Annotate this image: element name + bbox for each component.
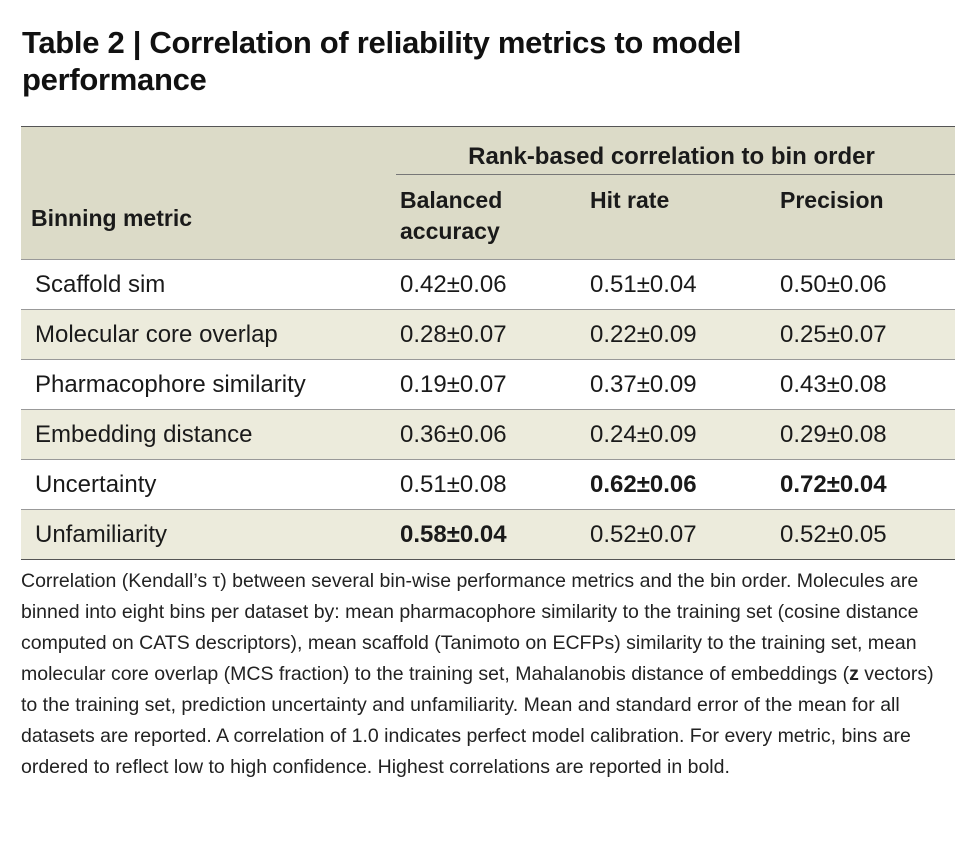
metric-header-spacer <box>21 127 388 178</box>
row-value-cell: 0.58±0.04 <box>388 509 578 560</box>
correlation-table: Rank-based correlation to bin order Binn… <box>21 126 955 560</box>
column-header-row: Binning metric Balanced accuracy Hit rat… <box>21 177 955 260</box>
table-row: Uncertainty 0.51±0.08 0.62±0.06 0.72±0.04 <box>21 459 955 510</box>
column-header-balanced-accuracy: Balanced accuracy <box>400 187 503 244</box>
row-value-cell: 0.19±0.07 <box>388 359 578 410</box>
row-value-cell: 0.62±0.06 <box>578 459 768 510</box>
group-header-rule <box>396 174 955 175</box>
row-value-cell: 0.42±0.06 <box>388 259 578 310</box>
table-body: Scaffold sim 0.42±0.06 0.51±0.04 0.50±0.06 M… <box>21 259 955 560</box>
row-value-cell: 0.29±0.08 <box>768 409 955 460</box>
row-metric-name: Unfamiliarity <box>21 509 388 560</box>
group-header-label: Rank-based correlation to bin order <box>468 143 875 170</box>
table-row: Scaffold sim 0.42±0.06 0.51±0.04 0.50±0.06 <box>21 259 955 310</box>
table-row: Pharmacophore similarity 0.19±0.07 0.37±0.… <box>21 359 955 410</box>
row-value-cell: 0.51±0.08 <box>388 459 578 510</box>
group-header-row: Rank-based correlation to bin order <box>21 126 955 178</box>
row-metric-name: Embedding distance <box>21 409 388 460</box>
table-row: Molecular core overlap 0.28±0.07 0.22±0.09… <box>21 309 955 360</box>
row-value-cell: 0.51±0.04 <box>578 259 768 310</box>
metric-header: Binning metric <box>31 204 193 231</box>
row-value-cell: 0.25±0.07 <box>768 309 955 360</box>
table-row: Embedding distance 0.36±0.06 0.24±0.09 0.29… <box>21 409 955 460</box>
row-value-cell: 0.22±0.09 <box>578 309 768 360</box>
group-header: Rank-based correlation to bin order <box>388 127 955 178</box>
table-row: Unfamiliarity 0.58±0.04 0.52±0.07 0.52±0.05 <box>21 509 955 560</box>
row-value-cell: 0.72±0.04 <box>768 459 955 510</box>
row-metric-name: Uncertainty <box>21 459 388 510</box>
row-value-cell: 0.37±0.09 <box>578 359 768 410</box>
row-metric-name: Scaffold sim <box>21 259 388 310</box>
table-caption: Correlation (Kendall’s τ) between severa… <box>21 566 946 783</box>
caption-part-1: Correlation (Kendall’s τ) between severa… <box>21 570 919 685</box>
caption-bold-symbol: z <box>849 663 859 685</box>
row-value-cell: 0.52±0.05 <box>768 509 955 560</box>
row-value-cell: 0.50±0.06 <box>768 259 955 310</box>
row-value-cell: 0.36±0.06 <box>388 409 578 460</box>
row-metric-name: Molecular core overlap <box>21 309 388 360</box>
row-value-cell: 0.28±0.07 <box>388 309 578 360</box>
table-title: Table 2 | Correlation of reliability met… <box>22 25 742 97</box>
caption-part-2: vectors) to the training set, prediction… <box>21 663 934 778</box>
row-value-cell: 0.43±0.08 <box>768 359 955 410</box>
row-value-cell: 0.52±0.07 <box>578 509 768 560</box>
row-value-cell: 0.24±0.09 <box>578 409 768 460</box>
column-header-hit-rate: Hit rate <box>590 187 670 213</box>
row-metric-name: Pharmacophore similarity <box>21 359 388 410</box>
column-header-precision: Precision <box>780 187 884 213</box>
